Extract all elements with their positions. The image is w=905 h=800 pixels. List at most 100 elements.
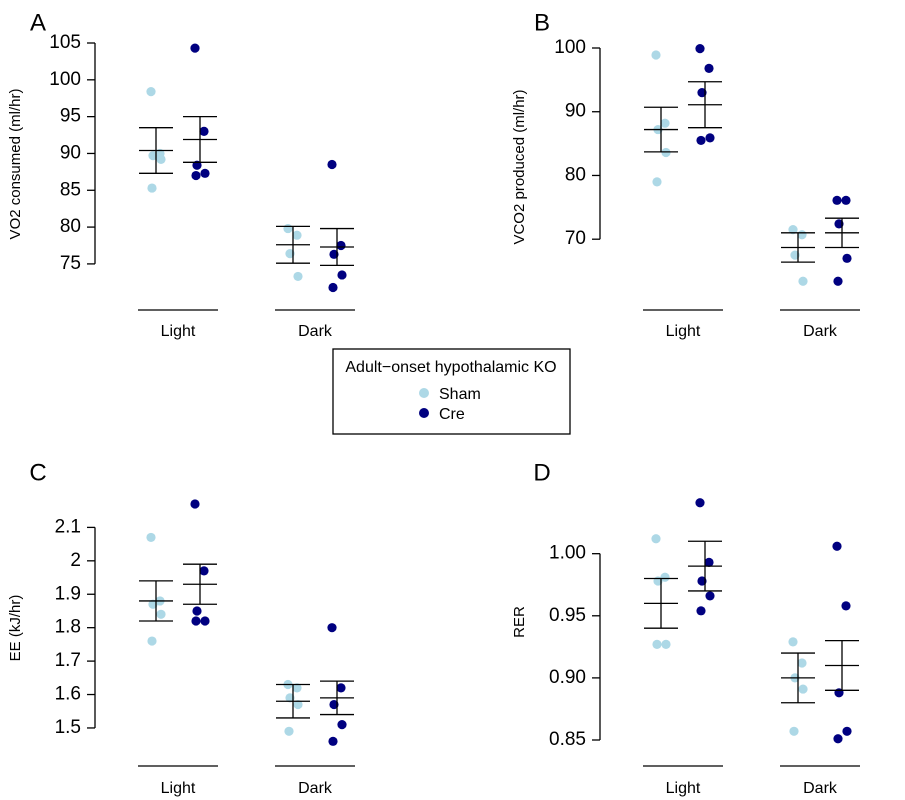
data-point-sham: [797, 230, 807, 240]
y-tick-label: 90: [565, 101, 586, 122]
data-point-cre: [695, 44, 705, 54]
data-point-cre: [695, 498, 705, 508]
data-point-sham: [660, 118, 670, 128]
legend-title: Adult−onset hypothalamic KO: [345, 359, 556, 376]
data-point-cre: [705, 133, 715, 143]
data-point-cre: [200, 168, 210, 178]
panel-letter: A: [30, 9, 46, 36]
data-point-cre: [191, 170, 201, 181]
data-point-cre: [190, 43, 200, 53]
data-point-sham: [283, 223, 293, 234]
data-point-cre: [697, 576, 707, 586]
panel-d: D 0.85 0.90 0.95 1.00 RER Light Dark: [511, 459, 860, 797]
data-point-cre: [834, 219, 844, 229]
data-point-sham: [147, 183, 157, 193]
data-point-cre: [704, 557, 714, 567]
data-point-cre: [833, 734, 843, 744]
data-point-cre: [337, 270, 347, 280]
data-point-sham: [797, 658, 807, 668]
data-point-cre: [329, 699, 339, 710]
legend-label-cre: Cre: [439, 406, 465, 423]
data-point-cre: [842, 726, 852, 736]
y-tick-label: 80: [565, 164, 586, 185]
data-point-cre: [328, 736, 338, 746]
y-tick-label: 1.9: [55, 583, 81, 604]
y-tick-label: 85: [60, 179, 81, 200]
panels-layer: A 75 80 85 90 95 100 105 VO2 consumed (ml/hr) Lig…: [7, 9, 860, 797]
data-point-sham: [156, 154, 166, 164]
y-tick-label: 2: [70, 550, 81, 571]
y-tick-label: 2.1: [55, 516, 81, 537]
data-point-cre: [192, 606, 202, 616]
data-point-sham: [661, 639, 671, 649]
x-category-label: Dark: [803, 780, 838, 797]
data-point-cre: [328, 282, 338, 293]
data-point-sham: [148, 151, 158, 161]
x-category-label: Dark: [803, 323, 838, 340]
y-tick-label: 100: [49, 69, 81, 90]
y-tick-label: 1.6: [55, 684, 81, 705]
y-tick-label: 80: [60, 216, 81, 237]
data-point-sham: [789, 726, 799, 736]
y-tick-label: 90: [60, 142, 81, 163]
data-point-cre: [191, 616, 201, 626]
panel-c: C 1.5 1.6 1.7 1.8 1.9 2 2.1 EE (kJ/hr) Light Dark: [7, 459, 355, 797]
data-point-sham: [146, 532, 156, 543]
data-point-sham: [651, 534, 661, 544]
data-point-sham: [292, 683, 302, 693]
panel-letter: D: [533, 459, 550, 486]
data-point-cre: [329, 249, 339, 259]
data-point-cre: [704, 63, 714, 73]
y-tick-label: 1.7: [55, 650, 81, 671]
data-point-cre: [697, 88, 707, 98]
y-tick-label: 95: [60, 106, 81, 127]
x-category-label: Light: [666, 323, 701, 340]
y-axis-title: EE (kJ/hr): [7, 595, 24, 662]
y-tick-label: 0.90: [549, 667, 586, 688]
data-point-sham: [285, 249, 295, 259]
data-point-sham: [798, 684, 808, 694]
y-axis-title: VCO2 produced (ml/hr): [511, 89, 528, 244]
data-point-cre: [199, 566, 209, 576]
data-point-sham: [293, 271, 303, 282]
data-point-sham: [790, 250, 800, 260]
data-point-sham: [148, 599, 158, 609]
data-point-sham: [788, 637, 798, 647]
panel-letter: B: [534, 9, 550, 36]
data-point-cre: [832, 195, 842, 205]
data-point-sham: [156, 609, 166, 619]
x-category-label: Light: [666, 780, 701, 797]
legend-marker-sham: [419, 388, 429, 398]
data-point-sham: [285, 693, 295, 703]
data-point-sham: [147, 636, 157, 646]
data-point-sham: [146, 87, 156, 97]
y-axis-title: VO2 consumed (ml/hr): [7, 89, 24, 240]
data-point-sham: [652, 177, 662, 187]
data-point-sham: [292, 230, 302, 240]
data-point-cre: [841, 601, 851, 611]
data-point-cre: [842, 253, 852, 263]
x-category-label: Dark: [298, 780, 333, 797]
y-tick-label: 70: [565, 228, 586, 249]
data-point-sham: [651, 50, 661, 60]
panel-a: A 75 80 85 90 95 100 105 VO2 consumed (ml/hr) Lig…: [7, 9, 355, 340]
data-point-cre: [705, 591, 715, 601]
data-point-cre: [336, 683, 346, 693]
y-axis-title: RER: [511, 606, 528, 638]
x-category-label: Dark: [298, 323, 333, 340]
data-point-sham: [652, 639, 662, 649]
data-point-cre: [833, 276, 843, 286]
data-point-cre: [200, 616, 210, 626]
legend: Adult−onset hypothalamic KO Sham Cre: [332, 348, 571, 435]
data-point-cre: [696, 606, 706, 616]
data-point-cre: [841, 195, 851, 205]
data-point-cre: [337, 720, 347, 730]
data-point-sham: [293, 699, 303, 710]
x-category-label: Light: [161, 780, 196, 797]
data-point-sham: [284, 726, 294, 736]
legend-label-sham: Sham: [439, 386, 481, 403]
y-tick-label: 0.85: [549, 729, 586, 750]
panel-letter: C: [29, 459, 46, 486]
data-point-cre: [190, 499, 200, 509]
data-point-cre: [327, 159, 337, 170]
